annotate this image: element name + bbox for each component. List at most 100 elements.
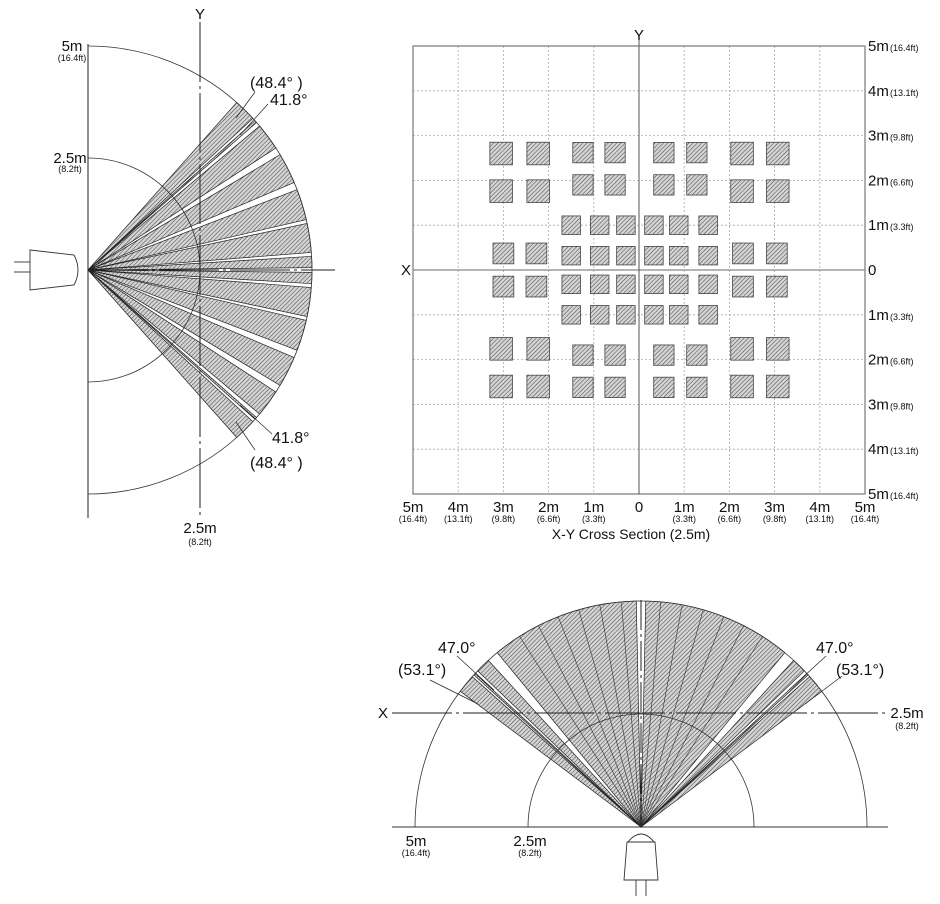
detection-zone — [572, 344, 594, 366]
detection-zone — [653, 376, 675, 398]
x-tick-label: 4m — [448, 499, 469, 516]
y-tick-ft: (3.3ft) — [890, 312, 914, 322]
detection-zone — [766, 141, 790, 166]
x-tick-label: 1m — [583, 499, 604, 516]
detection-zone — [653, 344, 675, 366]
detection-zone — [766, 179, 790, 203]
detection-zone — [590, 274, 610, 295]
detection-zone — [698, 215, 718, 235]
y-tick-label: 5m — [868, 486, 889, 503]
detection-zone — [492, 275, 515, 298]
x-tick-label: 5m — [855, 499, 876, 516]
x-tick-label: 0 — [635, 499, 643, 516]
y-tick-ft: (9.8ft) — [890, 133, 914, 143]
cross-y-ticks: 5m (16.4ft)4m (13.1ft)3m (9.8ft)2m (6.6ft)1m… — [868, 38, 919, 503]
detection-zone — [489, 179, 513, 203]
side-r25-ft: (8.2ft) — [58, 164, 82, 174]
side-angle-top-outer: (48.4° ) — [250, 75, 303, 92]
detection-zone — [730, 179, 754, 203]
x-tick-ft: (3.3ft) — [582, 514, 606, 524]
side-angle-bottom-inner: 41.8° — [272, 430, 310, 447]
y-tick-ft: (16.4ft) — [890, 491, 919, 501]
x-tick-label: 5m — [403, 499, 424, 516]
detection-zone — [653, 174, 675, 196]
side-y-axis-label: Y — [195, 6, 205, 23]
y-tick-label: 3m — [868, 396, 889, 413]
detection-zone — [732, 275, 754, 298]
y-tick-label: 4m — [868, 83, 889, 100]
detection-zone — [766, 337, 790, 361]
x-tick-label: 3m — [764, 499, 785, 516]
detection-zone — [616, 215, 636, 235]
detection-zone — [698, 305, 718, 325]
x-tick-label: 2m — [538, 499, 559, 516]
detection-zone — [644, 215, 664, 235]
top-angle-left-inner: 47.0° — [438, 640, 476, 657]
detection-zone — [669, 215, 689, 235]
top-right-label: 2.5m — [890, 705, 923, 722]
y-tick-label: 4m — [868, 441, 889, 458]
top-r5-label: 5m — [406, 833, 427, 850]
y-tick-ft: (9.8ft) — [890, 401, 914, 411]
detection-zone — [526, 141, 550, 166]
detection-zone — [698, 245, 718, 266]
detection-zone — [489, 374, 513, 399]
detection-zone — [526, 374, 550, 399]
side-bottom-ft: (8.2ft) — [188, 537, 212, 547]
cross-section: 5m(16.4ft)4m(13.1ft)3m(9.8ft)2m(6.6ft)1m… — [399, 27, 919, 542]
detection-zone — [669, 305, 689, 325]
cross-x-axis-label: X — [401, 262, 411, 279]
detection-zone — [730, 141, 754, 166]
side-angle-bottom-outer: (48.4° ) — [250, 455, 303, 472]
detection-zone — [590, 245, 610, 266]
y-tick-label: 2m — [868, 352, 889, 369]
detection-zone — [561, 274, 581, 295]
detection-zone — [730, 374, 754, 399]
x-tick-label: 1m — [674, 499, 695, 516]
detection-zone — [489, 141, 513, 166]
x-tick-ft: (16.4ft) — [399, 514, 428, 524]
side-view: Y 5m (16.4ft) 2.5m (8.2ft) 2.5m (8.2ft) … — [14, 6, 335, 547]
detection-zone — [616, 245, 636, 266]
top-arc-2-5m — [527, 713, 755, 828]
detection-zone — [766, 275, 788, 298]
detection-zone — [572, 174, 594, 196]
top-angle-right-inner: 47.0° — [816, 640, 854, 657]
top-view: 47.0° (53.1°) 47.0° (53.1°) X 2.5m (8.2f… — [378, 600, 924, 896]
top-r25-label: 2.5m — [513, 833, 546, 850]
x-tick-ft: (13.1ft) — [444, 514, 473, 524]
side-r5-label: 5m — [62, 38, 83, 55]
detection-zone — [590, 305, 610, 325]
cross-y-axis-label: Y — [634, 27, 644, 44]
detection-zone — [561, 245, 581, 266]
cross-x-ticks: 5m(16.4ft)4m(13.1ft)3m(9.8ft)2m(6.6ft)1m… — [399, 499, 880, 524]
x-tick-ft: (6.6ft) — [718, 514, 742, 524]
detection-zone — [644, 274, 664, 295]
x-tick-label: 4m — [809, 499, 830, 516]
detection-zone — [644, 245, 664, 266]
detection-zone — [526, 179, 550, 203]
sensor-icon-top — [623, 833, 659, 896]
top-right-ft: (8.2ft) — [895, 721, 919, 731]
x-tick-ft: (16.4ft) — [851, 514, 880, 524]
x-tick-ft: (13.1ft) — [806, 514, 835, 524]
detection-zone — [604, 344, 626, 366]
detection-zone — [572, 142, 594, 164]
x-tick-label: 3m — [493, 499, 514, 516]
y-tick-label: 2m — [868, 172, 889, 189]
y-tick-label: 1m — [868, 307, 889, 324]
detection-zone — [644, 305, 664, 325]
detection-zone — [525, 275, 548, 298]
x-tick-ft: (3.3ft) — [672, 514, 696, 524]
detection-zone — [526, 337, 550, 361]
detection-zone — [686, 376, 708, 398]
side-angle-top-inner: 41.8° — [270, 92, 308, 109]
detection-zone — [686, 344, 708, 366]
detection-zone — [698, 274, 718, 295]
y-tick-label: 3m — [868, 128, 889, 145]
detection-zone — [669, 274, 689, 295]
detection-zone — [616, 274, 636, 295]
detection-zone — [616, 305, 636, 325]
detection-zone — [686, 142, 708, 164]
